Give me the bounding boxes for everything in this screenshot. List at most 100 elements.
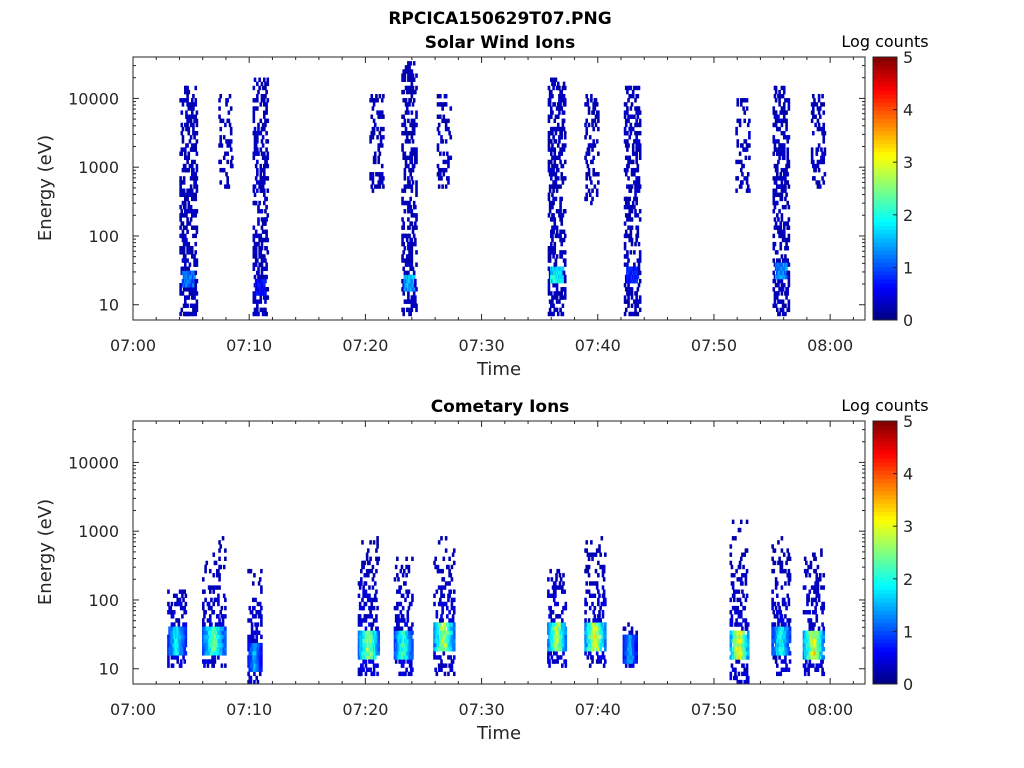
heatmap-cell: [604, 634, 607, 640]
heatmap-cell: [415, 184, 418, 189]
heatmap-cell: [445, 151, 449, 156]
heatmap-cell: [405, 102, 409, 107]
heatmap-cell: [403, 188, 407, 193]
heatmap-cell: [180, 192, 184, 198]
heatmap-cell: [253, 151, 257, 156]
heatmap-cell: [179, 246, 182, 251]
heatmap-cell: [820, 548, 823, 553]
heatmap-cell: [184, 642, 188, 648]
heatmap-cell: [548, 663, 551, 668]
heatmap-cell: [253, 106, 257, 111]
heatmap-cell: [741, 172, 744, 177]
heatmap-cell: [624, 118, 628, 124]
heatmap-cell: [406, 614, 410, 619]
heatmap-cell: [551, 192, 554, 198]
heatmap-cell: [551, 184, 554, 189]
heatmap-cell: [379, 139, 383, 144]
heatmap-cell: [598, 548, 601, 553]
heatmap-cell: [593, 614, 597, 619]
heatmap-cell: [358, 601, 362, 607]
heatmap-cell: [602, 593, 606, 599]
x-tick-label: 07:40: [575, 700, 621, 719]
heatmap-cell: [260, 225, 264, 230]
heatmap-cell: [192, 213, 195, 218]
heatmap-cell: [252, 188, 256, 193]
heatmap-cell: [554, 139, 558, 144]
heatmap-cell: [186, 258, 189, 263]
heatmap-cell: [369, 98, 372, 103]
heatmap-cell: [814, 114, 817, 119]
heatmap-cell: [809, 564, 813, 570]
heatmap-cell: [378, 143, 382, 148]
heatmap-cell: [194, 270, 198, 276]
heatmap-cell: [780, 254, 784, 259]
heatmap-cell: [404, 159, 408, 165]
heatmap-cell: [262, 151, 266, 156]
heatmap-cell: [258, 601, 262, 607]
heatmap-cell: [364, 618, 368, 623]
heatmap-cell: [736, 143, 740, 148]
heatmap-cell: [377, 147, 381, 152]
heatmap-cell: [403, 151, 407, 156]
heatmap-cell: [584, 155, 587, 161]
heatmap-cell: [410, 159, 414, 165]
heatmap-cell: [588, 192, 592, 198]
heatmap-cell: [560, 254, 564, 259]
heatmap-cell: [403, 167, 407, 173]
colorbar-step: [873, 278, 897, 284]
heatmap-cell: [410, 135, 414, 140]
colorbar-step: [873, 266, 897, 272]
heatmap-cell: [636, 225, 640, 230]
heatmap-cell: [773, 163, 777, 169]
heatmap-cell: [558, 151, 561, 156]
colorbar-step: [873, 209, 897, 214]
burst-4: [393, 556, 414, 677]
heatmap-cell: [375, 548, 378, 553]
heatmap-cell: [183, 151, 187, 156]
heatmap-cell: [264, 258, 267, 263]
heatmap-cell: [188, 221, 192, 226]
heatmap-cell: [363, 560, 367, 566]
heatmap-cell: [626, 634, 629, 640]
heatmap-cell: [445, 605, 449, 611]
heatmap-cell: [414, 237, 417, 243]
heatmap-cell: [224, 630, 227, 635]
colorbar-step: [873, 564, 897, 570]
heatmap-cell: [820, 605, 823, 611]
heatmap-cell: [592, 126, 595, 132]
heatmap-cell: [775, 307, 779, 313]
heatmap-cell: [183, 295, 187, 300]
heatmap-cell: [260, 642, 263, 648]
heatmap-cell: [433, 642, 436, 648]
burst-5: [436, 93, 453, 189]
heatmap-cell: [552, 85, 555, 91]
heatmap-cell: [190, 291, 194, 296]
heatmap-cell: [213, 634, 217, 640]
heatmap-cell: [627, 114, 630, 119]
heatmap-cell: [441, 568, 444, 574]
heatmap-cell: [372, 573, 376, 578]
heatmap-cell: [631, 663, 635, 668]
heatmap-cell: [362, 593, 365, 599]
heatmap-cell: [820, 651, 823, 656]
heatmap-cell: [189, 184, 193, 189]
heatmap-cell: [600, 536, 604, 541]
heatmap-cell: [822, 180, 826, 185]
heatmap-cell: [787, 601, 791, 607]
heatmap-cell: [371, 622, 375, 627]
heatmap-cell: [624, 307, 628, 313]
heatmap-cell: [372, 605, 376, 611]
heatmap-cell: [599, 659, 602, 664]
heatmap-cell: [635, 180, 638, 185]
heatmap-cell: [629, 250, 633, 255]
heatmap-cell: [821, 667, 824, 672]
heatmap-cell: [774, 188, 778, 193]
heatmap-cell: [554, 184, 558, 189]
heatmap-cell: [626, 184, 629, 189]
heatmap-cell: [739, 102, 743, 107]
heatmap-cell: [815, 593, 819, 599]
heatmap-cell: [402, 241, 406, 247]
heatmap-cell: [585, 176, 589, 181]
heatmap-cell: [361, 597, 364, 603]
heatmap-cell: [257, 126, 260, 132]
